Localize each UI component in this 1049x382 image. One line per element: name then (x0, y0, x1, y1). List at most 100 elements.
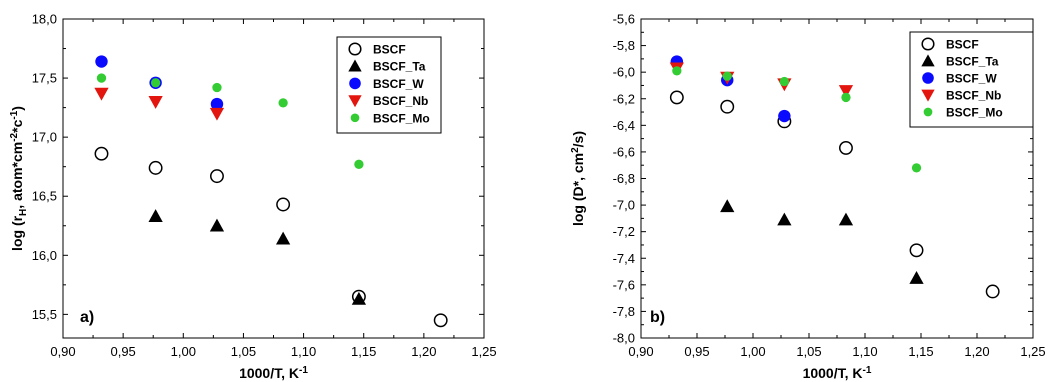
data-point (94, 87, 109, 101)
legend-label: BSCF (946, 38, 979, 52)
legend-marker (923, 107, 933, 117)
data-point (909, 271, 924, 284)
y-axis-title: log (rH, atom*cm-2*c-1) (9, 106, 29, 251)
legend-marker (348, 95, 362, 108)
data-point (96, 73, 107, 83)
data-point (672, 66, 682, 76)
data-point (985, 284, 1000, 299)
data-point (720, 199, 735, 213)
data-point (838, 212, 854, 226)
data-point (777, 212, 792, 226)
data-point (778, 109, 791, 123)
legend-marker (349, 77, 361, 90)
data-point (210, 169, 224, 184)
data-point (354, 159, 364, 169)
x-tick-label: 1,20 (411, 344, 436, 359)
y-tick-label: -6,0 (613, 65, 635, 80)
legend-marker (350, 113, 360, 123)
x-tick-label: 1,05 (231, 344, 256, 359)
data-point (669, 90, 684, 105)
x-tick-label: 1,00 (171, 344, 196, 359)
legend-marker (922, 72, 934, 84)
legend-label: BSCF_Ta (946, 55, 999, 69)
data-point (839, 140, 853, 155)
data-point (278, 98, 288, 108)
legend-marker (921, 89, 935, 102)
y-tick-label: -6,8 (613, 171, 635, 186)
x-tick-label: 1,15 (351, 344, 376, 359)
y-tick-label: -7,2 (613, 224, 635, 239)
x-tick-label: 1,15 (908, 344, 933, 359)
legend-label: BSCF_Mo (373, 111, 430, 125)
data-point (276, 197, 291, 212)
x-tick-label: 1,10 (852, 344, 877, 359)
y-tick-label: -6,6 (613, 144, 635, 159)
y-tick-label: -7,6 (613, 277, 635, 292)
data-point (909, 243, 924, 258)
data-point (722, 71, 732, 81)
legend-label: BSCF_Mo (946, 106, 1003, 120)
data-point (148, 95, 163, 109)
data-point (911, 163, 922, 173)
data-point (148, 160, 163, 175)
y-tick-label: -6,4 (613, 118, 635, 133)
legend: BSCF BSCF_Ta BSCF_W BSCF_Nb BSCF_Mo (909, 31, 1034, 128)
x-tick-label: 0,90 (50, 344, 75, 359)
data-point (275, 231, 291, 245)
chart-panel-a: 0,90 0,95 1,00 1,05 1,10 1,15 1,20 1,25 15,5 16,0… (9, 12, 497, 382)
data-point (150, 78, 161, 88)
y-tick-label: 17,0 (32, 130, 57, 145)
x-tick-label: 1,10 (291, 344, 316, 359)
y-tick-label: -7,0 (613, 198, 635, 213)
x-axis-title: 1000/T, K-1 (239, 365, 308, 381)
series-bscf-nb (94, 87, 225, 121)
x-tick-label: 1,20 (964, 344, 989, 359)
x-tick-label: 1,00 (740, 344, 765, 359)
series-bscf-mo (96, 73, 364, 169)
panel-label: a) (80, 309, 94, 326)
series-bscf-mo (672, 66, 922, 173)
legend-label: BSCF (373, 43, 406, 57)
y-tick-label: -8,0 (613, 331, 635, 346)
x-axis-title: 1000/T, K-1 (803, 365, 872, 381)
x-tick-label: 1,25 (471, 344, 496, 359)
y-tick-label: -7,8 (613, 304, 635, 319)
data-point (720, 99, 735, 114)
data-point (209, 218, 225, 232)
y-tick-label: 17,5 (32, 71, 57, 86)
data-point (212, 82, 222, 93)
legend-label: BSCF_Nb (946, 89, 1001, 103)
data-point (148, 209, 163, 223)
x-tick-label: 0,90 (628, 344, 653, 359)
y-tick-label: 15,5 (32, 307, 57, 322)
panel-label: b) (650, 309, 665, 326)
data-point (95, 55, 108, 68)
y-tick-label: -5,8 (613, 38, 635, 53)
legend-marker (348, 59, 362, 72)
series-bscf (94, 146, 448, 328)
x-tick-label: 1,25 (1020, 344, 1045, 359)
data-point (351, 291, 367, 305)
series-bscf-ta (720, 199, 924, 284)
series-bscf (669, 90, 1000, 299)
data-point (210, 97, 224, 111)
legend: BSCF BSCF_Ta BSCF_W BSCF_Nb BSCF_Mo (336, 36, 442, 134)
y-tick-label: -7,4 (613, 251, 635, 266)
y-tick-label: -5,6 (613, 12, 635, 27)
data-point (841, 92, 851, 103)
legend-marker (348, 42, 362, 56)
legend-label: BSCF_W (946, 72, 997, 86)
series-bscf-ta (148, 209, 367, 305)
legend-label: BSCF_Ta (373, 60, 426, 74)
x-tick-label: 1,05 (796, 344, 821, 359)
y-tick-label: -6,2 (613, 91, 635, 106)
data-point (209, 107, 225, 121)
legend-label: BSCF_W (373, 77, 424, 91)
data-point (433, 313, 448, 328)
x-tick-label: 0,95 (684, 344, 709, 359)
legend-label: BSCF_Nb (373, 94, 428, 108)
y-tick-label: 16,0 (32, 248, 57, 263)
legend-marker (921, 54, 935, 67)
